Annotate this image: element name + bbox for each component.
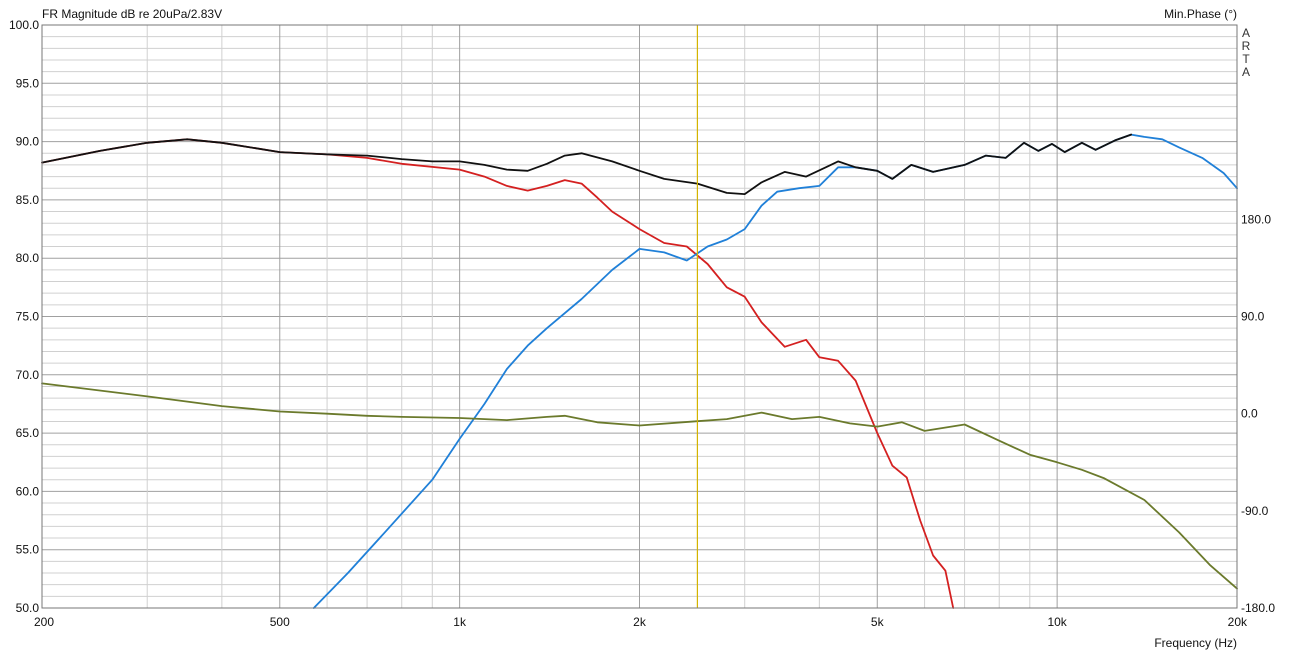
watermark-letter: A: [1242, 26, 1250, 40]
series-line-1: [312, 133, 1238, 609]
axis-labels: 100.0 95.0 90.0 85.0 80.0 75.0 70.0 65.0 60.0 55.…: [9, 18, 1275, 629]
series-line-2: [41, 133, 1132, 195]
y-tick-label: 90.0: [16, 135, 40, 149]
x-tick-label: 2k: [633, 615, 647, 629]
y-tick-label: 65.0: [16, 426, 40, 440]
y2-tick-label: 180.0: [1241, 212, 1271, 226]
x-tick-label: 500: [270, 615, 290, 629]
chart-title-left: FR Magnitude dB re 20uPa/2.83V: [42, 7, 222, 21]
x-axis-label: Frequency (Hz): [1154, 636, 1237, 650]
y-tick-label: 95.0: [16, 76, 40, 90]
y-tick-label: 85.0: [16, 193, 40, 207]
watermark-letter: A: [1242, 65, 1250, 79]
y-tick-label: 70.0: [16, 368, 40, 382]
arta-watermark: A R T A: [1242, 26, 1251, 79]
y2-tick-label: -90.0: [1241, 504, 1269, 518]
x-tick-label: 5k: [871, 615, 885, 629]
x-tick-label: 1k: [453, 615, 467, 629]
watermark-letter: R: [1242, 39, 1251, 53]
series-layer: [41, 133, 1238, 609]
grid-lines: [41, 24, 1238, 609]
x-tick-label: 10k: [1047, 615, 1067, 629]
x-tick-label: 20k: [1228, 615, 1248, 629]
y2-tick-label: 0.0: [1241, 407, 1258, 421]
chart-title-right: Min.Phase (°): [1164, 7, 1237, 21]
y-tick-label: 50.0: [16, 601, 40, 615]
plot-frame: [41, 24, 1238, 609]
y2-tick-label: 90.0: [1241, 310, 1265, 324]
y-tick-label: 80.0: [16, 251, 40, 265]
y-tick-label: 100.0: [9, 18, 39, 32]
y-tick-label: 75.0: [16, 310, 40, 324]
watermark-letter: T: [1242, 52, 1250, 66]
x-tick-label: 200: [34, 615, 54, 629]
y-tick-label: 55.0: [16, 543, 40, 557]
y-tick-label: 60.0: [16, 484, 40, 498]
y2-tick-label: -180.0: [1241, 601, 1275, 615]
series-line-3: [41, 382, 1238, 590]
